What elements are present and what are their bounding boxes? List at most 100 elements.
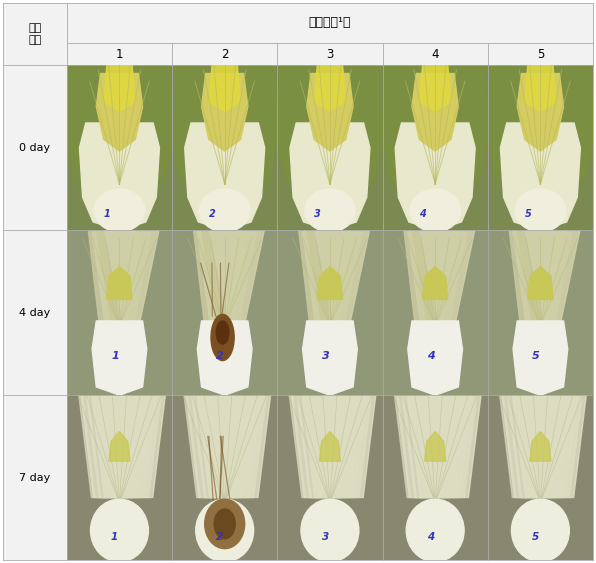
Polygon shape (524, 65, 556, 111)
Polygon shape (206, 230, 256, 321)
Polygon shape (314, 65, 346, 111)
Ellipse shape (406, 499, 464, 562)
Text: 3: 3 (321, 351, 329, 361)
Polygon shape (297, 395, 367, 498)
Text: 1: 1 (111, 533, 118, 542)
Polygon shape (525, 230, 580, 321)
Polygon shape (97, 74, 142, 151)
Polygon shape (546, 65, 593, 189)
Polygon shape (209, 65, 240, 111)
Polygon shape (125, 65, 172, 189)
Polygon shape (307, 230, 353, 321)
Polygon shape (408, 395, 481, 498)
Polygon shape (307, 74, 353, 151)
Text: 1: 1 (116, 48, 123, 61)
Polygon shape (424, 431, 446, 461)
Ellipse shape (214, 509, 235, 539)
Text: 1: 1 (104, 209, 110, 219)
Text: 2: 2 (221, 48, 228, 61)
Polygon shape (88, 230, 126, 321)
Polygon shape (194, 230, 231, 321)
Ellipse shape (211, 314, 234, 360)
Polygon shape (522, 230, 572, 321)
Text: 2: 2 (216, 351, 224, 361)
Polygon shape (315, 230, 370, 321)
Polygon shape (87, 395, 156, 498)
Text: 7 day: 7 day (19, 473, 51, 482)
Polygon shape (197, 230, 239, 321)
Ellipse shape (200, 189, 250, 232)
Polygon shape (397, 395, 462, 498)
Polygon shape (488, 65, 535, 189)
Polygon shape (420, 230, 475, 321)
Polygon shape (289, 395, 352, 498)
Polygon shape (67, 65, 114, 189)
Polygon shape (500, 395, 563, 498)
Polygon shape (107, 266, 132, 300)
Polygon shape (509, 230, 547, 321)
Polygon shape (423, 266, 448, 300)
Text: 0 day: 0 day (19, 143, 51, 153)
Ellipse shape (204, 499, 245, 548)
Polygon shape (201, 74, 248, 151)
Polygon shape (97, 230, 142, 321)
Polygon shape (402, 395, 472, 498)
Polygon shape (501, 123, 581, 230)
Text: 4: 4 (427, 533, 434, 542)
Polygon shape (530, 431, 551, 461)
Polygon shape (184, 395, 247, 498)
Polygon shape (395, 395, 458, 498)
Polygon shape (79, 123, 160, 230)
Polygon shape (92, 321, 147, 395)
Polygon shape (172, 65, 219, 189)
Polygon shape (185, 123, 265, 230)
Text: 1: 1 (111, 351, 119, 361)
Polygon shape (502, 395, 567, 498)
Polygon shape (395, 123, 475, 230)
Ellipse shape (216, 321, 229, 344)
Ellipse shape (94, 189, 145, 232)
Polygon shape (408, 230, 450, 321)
Polygon shape (508, 395, 577, 498)
Polygon shape (513, 230, 555, 321)
Text: 5: 5 (524, 209, 532, 219)
Ellipse shape (511, 499, 569, 562)
Polygon shape (317, 266, 343, 300)
Polygon shape (399, 395, 467, 498)
Polygon shape (290, 123, 370, 230)
Polygon shape (383, 65, 430, 189)
Text: 4 day: 4 day (19, 308, 51, 318)
Text: 처리
기간: 처리 기간 (28, 23, 42, 45)
Polygon shape (294, 395, 362, 498)
Polygon shape (277, 65, 325, 189)
Polygon shape (408, 321, 462, 395)
Text: 4: 4 (432, 48, 439, 61)
Polygon shape (412, 74, 458, 151)
Polygon shape (81, 395, 146, 498)
Polygon shape (440, 65, 488, 189)
Text: 3: 3 (326, 48, 334, 61)
Polygon shape (104, 230, 159, 321)
Polygon shape (189, 395, 256, 498)
Polygon shape (195, 395, 266, 498)
Polygon shape (420, 65, 451, 111)
Polygon shape (311, 230, 362, 321)
Ellipse shape (515, 189, 566, 232)
Polygon shape (319, 431, 340, 461)
Polygon shape (104, 65, 135, 111)
Polygon shape (517, 230, 564, 321)
Polygon shape (412, 230, 458, 321)
Polygon shape (302, 395, 376, 498)
Ellipse shape (91, 499, 148, 562)
Polygon shape (197, 321, 252, 395)
Text: 5: 5 (537, 48, 544, 61)
Polygon shape (84, 395, 151, 498)
Polygon shape (510, 395, 582, 498)
Text: 4: 4 (427, 351, 434, 361)
Polygon shape (210, 230, 264, 321)
Text: 2: 2 (209, 209, 216, 219)
Polygon shape (79, 395, 142, 498)
Polygon shape (335, 65, 383, 189)
Text: 4: 4 (420, 209, 426, 219)
Polygon shape (230, 65, 277, 189)
